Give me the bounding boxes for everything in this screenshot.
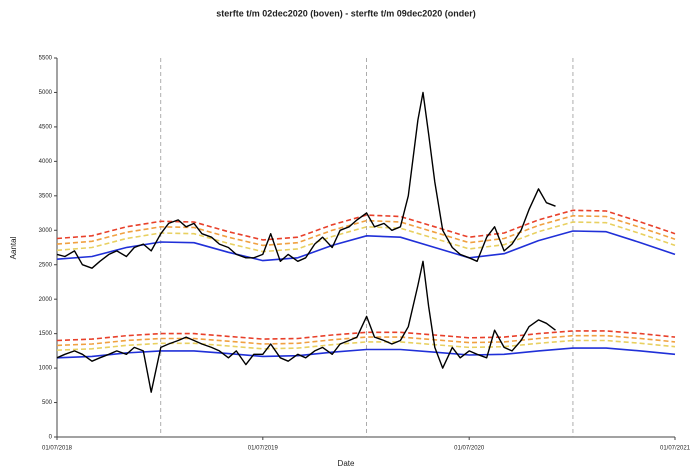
y-tick-label: 4000 <box>39 159 53 165</box>
y-tick-label: 2000 <box>39 297 53 303</box>
y-tick-label: 1500 <box>39 331 53 337</box>
x-tick-label: 01/07/2020 <box>454 446 485 452</box>
series-line <box>56 215 676 247</box>
y-tick-label: 2500 <box>39 262 53 268</box>
x-axis-label: Date <box>338 459 355 468</box>
series-line <box>56 339 676 351</box>
x-tick-label: 01/07/2018 <box>42 446 73 452</box>
x-tick-label: 01/07/2021 <box>660 446 691 452</box>
y-tick-label: 0 <box>49 435 53 441</box>
y-tick-label: 5000 <box>39 90 53 96</box>
y-tick-label: 3500 <box>39 193 53 199</box>
y-tick-label: 5500 <box>39 56 53 62</box>
y-tick-label: 500 <box>42 400 53 406</box>
series-line <box>56 230 676 262</box>
x-tick-label: 01/07/2019 <box>248 446 279 452</box>
y-axis-label: Aantal <box>9 236 18 259</box>
y-tick-label: 4500 <box>39 124 53 130</box>
chart-title: sterfte t/m 02dec2020 (boven) - sterfte … <box>216 8 476 18</box>
series-line <box>56 330 676 342</box>
series-line <box>56 91 556 269</box>
series-line <box>56 334 676 347</box>
series-line <box>56 209 676 241</box>
series-line <box>56 260 556 393</box>
y-tick-label: 1000 <box>39 366 53 372</box>
y-tick-label: 3000 <box>39 228 53 234</box>
series-line <box>56 347 676 359</box>
